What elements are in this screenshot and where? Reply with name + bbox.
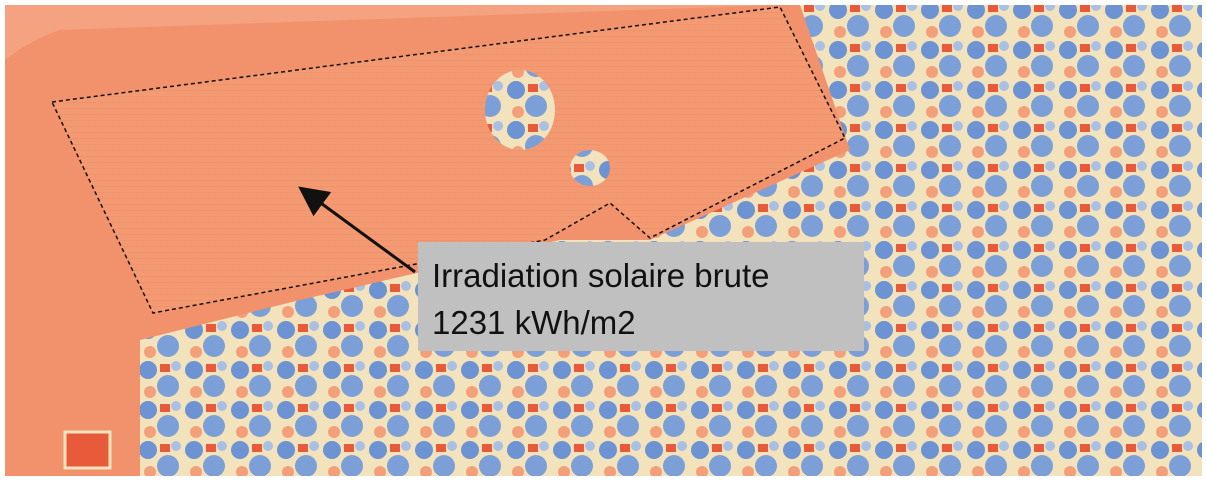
annotation-line: 1231 kWh/m2 [432,304,636,341]
page: Irradiation solaire brute 1231 kWh/m2 ((… [0,0,1207,481]
building [65,432,110,468]
tree-cluster [570,150,610,186]
annotation-line: Irradiation solaire brute [432,257,770,294]
tree-cluster [485,70,555,150]
irradiation-map: Irradiation solaire brute 1231 kWh/m2 [0,0,1207,481]
